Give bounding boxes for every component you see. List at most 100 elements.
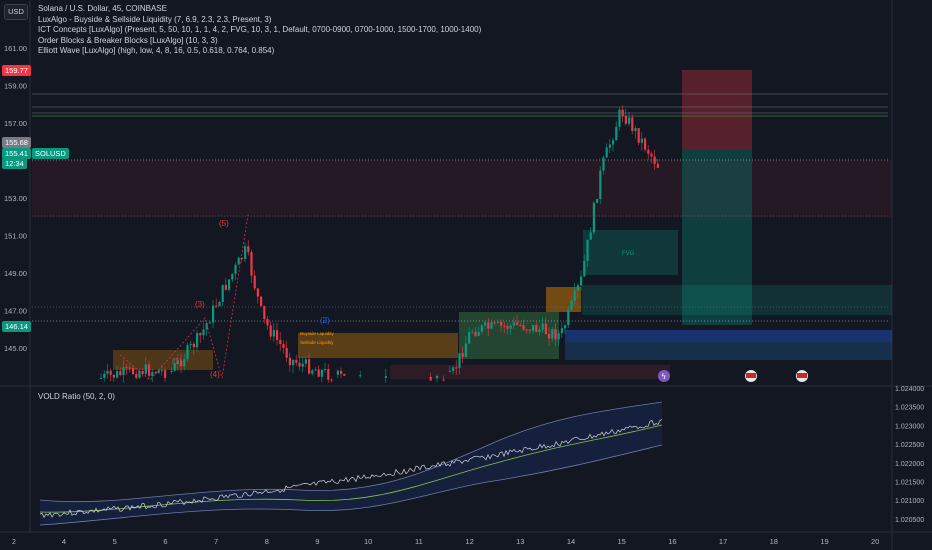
candle-body [519,324,522,326]
candle-body [480,325,483,332]
candle-body [586,239,589,261]
candle-body [304,359,307,364]
candle-body [384,376,387,378]
candle-body [560,328,563,334]
candle-body [650,153,653,157]
demand-zone-light [565,342,892,360]
currency-button[interactable]: USD [4,4,28,20]
candle-body [320,369,323,377]
candle-body [256,288,259,297]
candle-body [644,138,647,150]
candle-body [269,325,272,337]
candle-body [464,343,467,358]
candle-body [474,331,477,336]
lightning-event-icon[interactable] [658,370,670,382]
candle-body [205,323,208,330]
candle-body [340,370,343,374]
candle-body [631,117,634,131]
candle-body [215,305,218,307]
candle-body [506,326,509,329]
candle-body [279,339,282,344]
candle-body [164,370,167,378]
candle-body [112,374,115,378]
price-axis[interactable]: 161.00159.00157.00155.00153.00151.00149.… [4,44,27,353]
time-tick: 13 [516,537,524,546]
candle-body [116,371,119,378]
candle-body [592,202,595,233]
indicator-elliott-wave[interactable]: Elliott Wave [LuxAlgo] (high, low, 4, 8,… [38,46,275,55]
price-tick: 149.00 [4,269,27,278]
candle-body [567,309,570,326]
candle-body [122,367,125,376]
vold-tick: 1.023500 [895,405,924,412]
candle-body [503,325,506,327]
time-tick: 11 [415,537,423,546]
price-label-high: 159.77 [2,65,31,76]
candle-body [442,379,445,381]
candle-body [602,157,605,171]
candle-body [324,369,327,371]
candle-body [176,360,179,364]
candle-body [196,333,199,348]
vold-ratio-title[interactable]: VOLD Ratio (50, 2, 0) [38,392,115,401]
fvg-box [583,230,678,275]
time-axis[interactable]: 2 4 5 6 7 8 9 10 11 12 13 14 15 16 17 18 19 20 [12,537,879,546]
vold-band-fill [40,402,662,525]
indicator-buyside-sellside[interactable]: LuxAlgo - Buyside & Sellside Liquidity (… [38,14,272,24]
buyside-label: Buyside Liquidity [300,331,335,336]
vold-tick: 1.020500 [895,517,924,524]
candle-body [580,276,583,286]
candle-body [276,330,279,340]
candle-body [640,138,643,143]
candle-body [656,163,659,168]
candle-body [541,323,544,330]
candle-body [144,364,147,374]
candle-body [295,359,298,363]
candle-body [436,375,439,379]
wave-label-3: (3) [195,300,205,309]
candle-body [317,369,320,377]
candle-body [452,367,455,372]
candle-body [132,367,135,375]
candle-body [154,372,157,374]
candle-body [500,321,503,326]
candle-body [199,333,202,336]
candle-body [471,331,474,333]
sellside-label: Sellside Liquidity [300,340,334,345]
symbol-title[interactable]: Solana / U.S. Dollar, 45, COINBASE [38,4,167,13]
time-tick: 20 [871,537,879,546]
price-label-last: 155.41 [2,148,31,159]
bullish-ob [582,285,892,315]
candle-body [292,359,295,366]
candle-body [247,246,250,253]
price-tick: 159.00 [4,82,27,91]
candle-body [535,324,538,332]
demand-zone-blue [565,330,892,342]
stop-loss-zone [682,70,752,150]
candle-body [208,322,211,324]
wave-label-2: (2) [320,316,330,325]
price-label-mid: 155.68 [2,137,31,148]
price-tick: 153.00 [4,194,27,203]
candle-body [548,334,551,339]
candle-body [605,147,608,158]
candle-body [525,329,528,331]
indicator-order-blocks[interactable]: Order Blocks & Breaker Blocks [LuxAlgo] … [38,35,218,45]
candle-body [128,367,131,369]
vold-tick: 1.022500 [895,442,924,449]
candle-body [589,232,592,240]
time-tick: 10 [364,537,372,546]
vold-lower-band [39,444,663,526]
vold-tick: 1.021500 [895,480,924,487]
wave-label-5: (5) [219,219,229,228]
candle-body [157,370,160,374]
vold-tick: 1.022000 [895,461,924,468]
candle-body [461,353,464,358]
candle-body [266,318,269,326]
price-tick: 147.00 [4,307,27,316]
candle-body [336,370,339,375]
candle-body [573,290,576,301]
vold-axis[interactable]: 1.024000 1.023500 1.023000 1.022500 1.022000… [895,386,924,524]
indicator-ict-concepts[interactable]: ICT Concepts [LuxAlgo] (Present, 5, 50, … [38,25,482,34]
